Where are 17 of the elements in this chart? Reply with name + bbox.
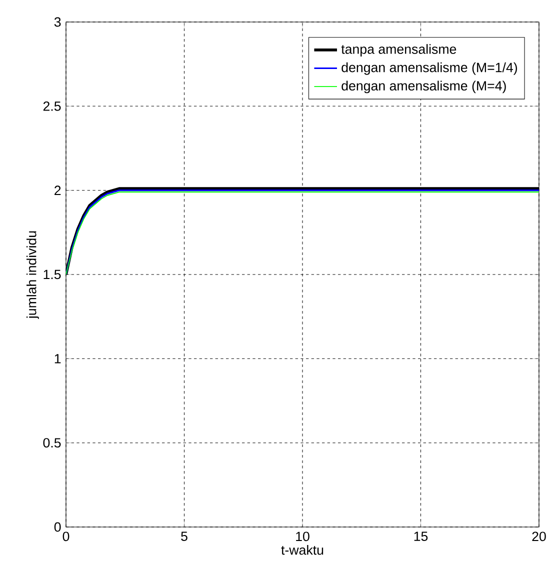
- x-tick-label: 15: [414, 532, 428, 542]
- legend-label: dengan amensalisme (M=1/4): [342, 62, 518, 75]
- y-axis-title: jumlah individu: [26, 231, 39, 319]
- y-tick-label: 3: [54, 17, 61, 27]
- y-tick-label: 2.5: [43, 101, 61, 111]
- x-tick-label: 10: [296, 532, 310, 542]
- y-tick-label: 0.5: [43, 438, 61, 448]
- y-tick-label: 2: [54, 186, 61, 195]
- legend-label: tanpa amensalisme: [341, 44, 456, 57]
- legend-label: dengan amensalisme (M=4): [342, 80, 506, 94]
- x-tick-label: 0: [62, 532, 70, 542]
- y-tick-label: 0: [54, 522, 61, 532]
- x-tick-label: 5: [181, 532, 188, 542]
- y-tick-label: 1.5: [44, 270, 61, 280]
- x-axis-title: t-waktu: [281, 544, 324, 555]
- y-tick-label: 1: [54, 354, 61, 364]
- x-tick-label: 20: [532, 532, 546, 542]
